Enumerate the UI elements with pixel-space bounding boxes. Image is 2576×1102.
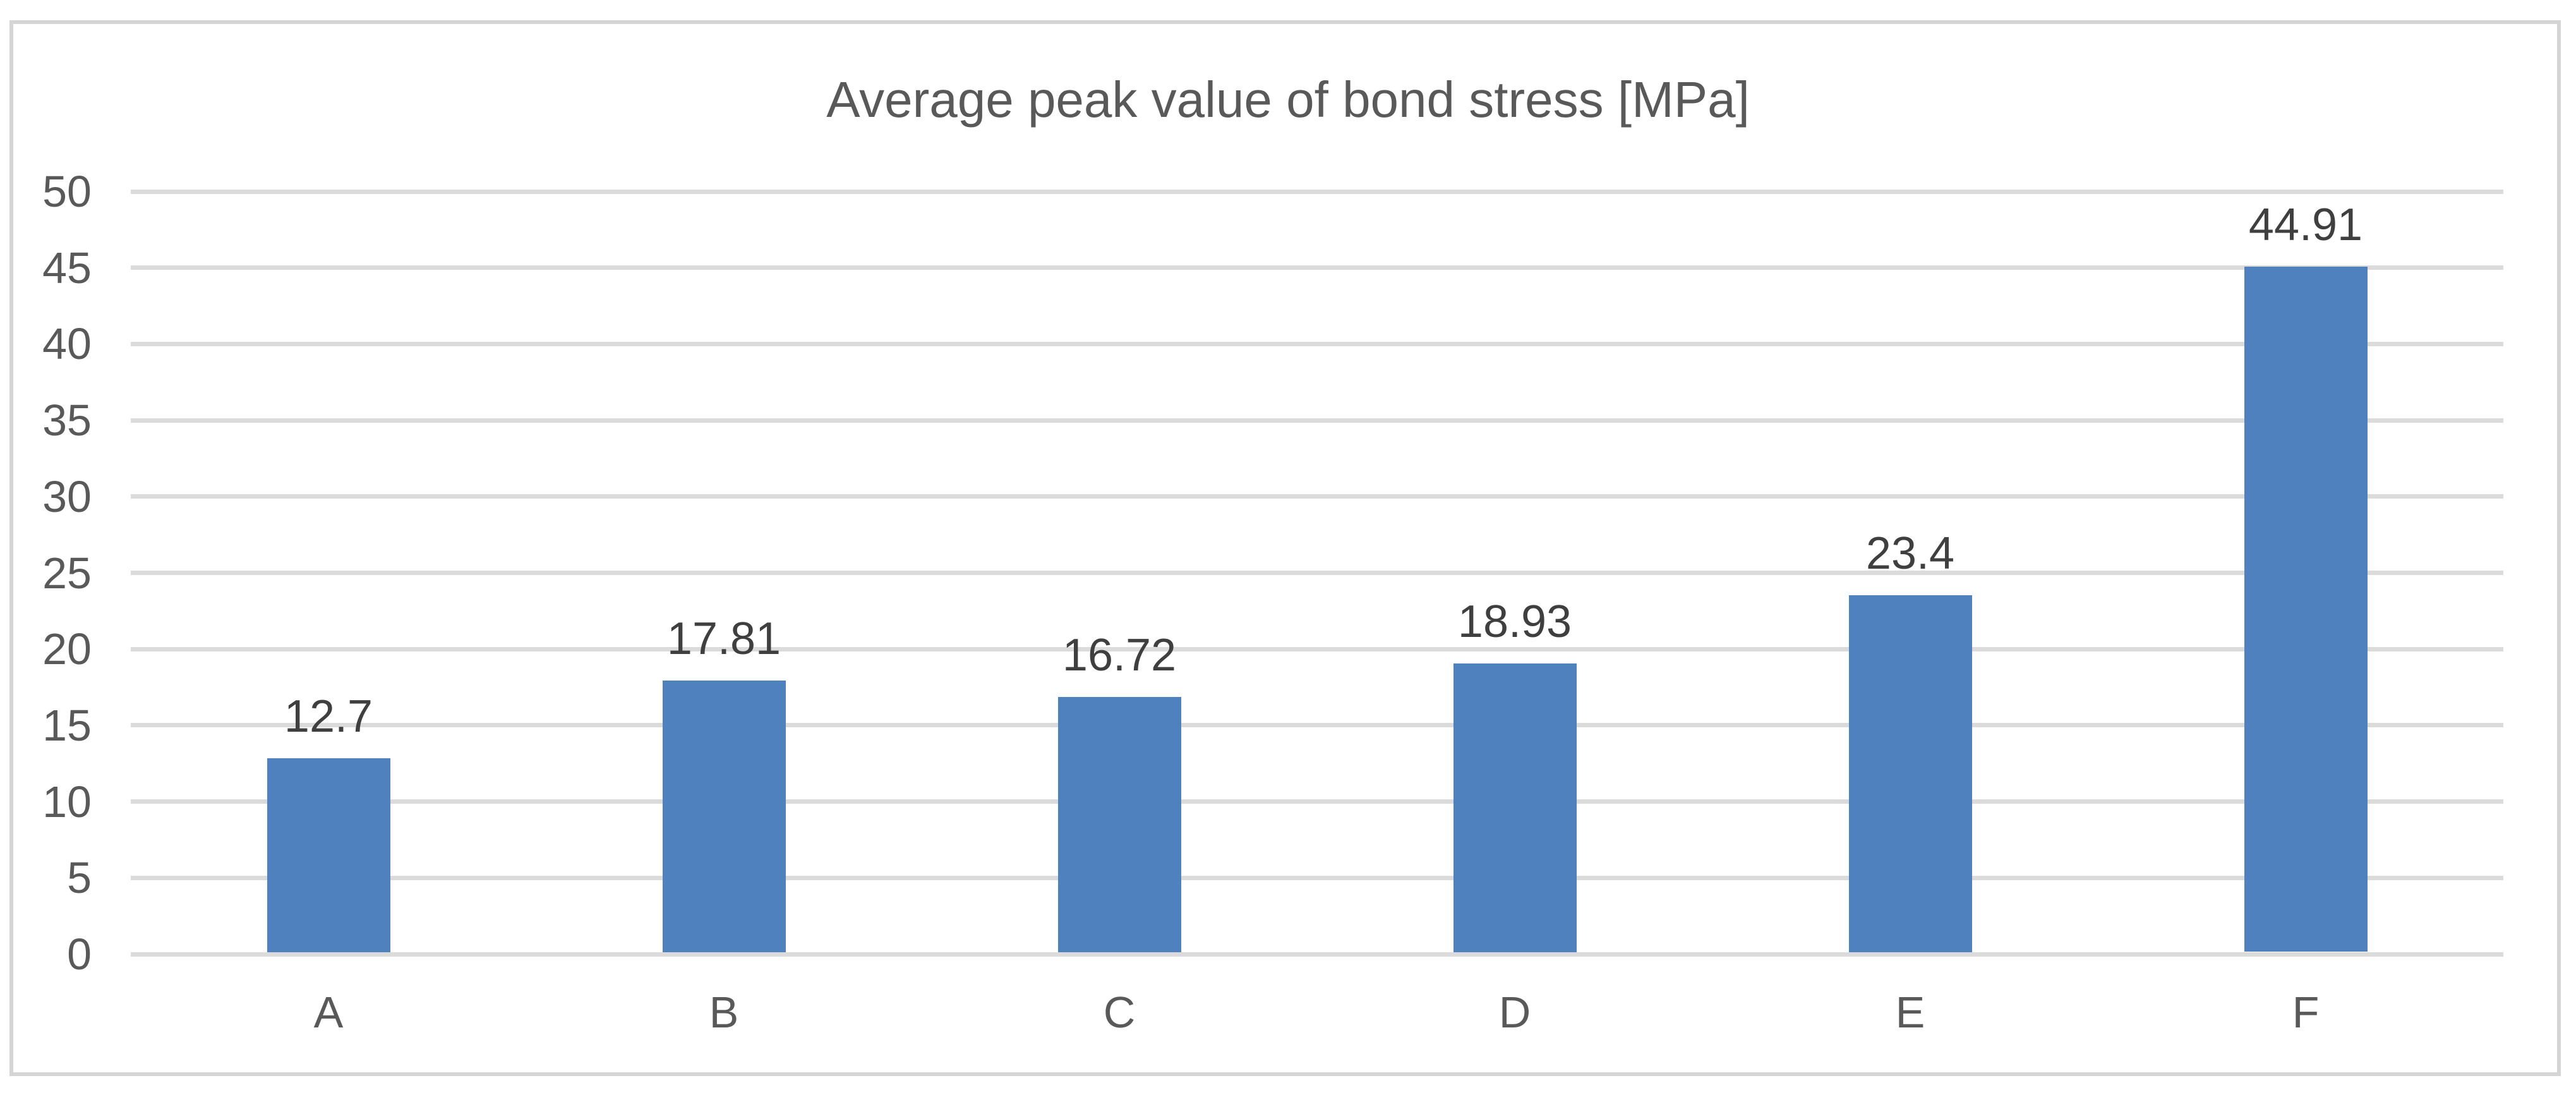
gridline-15 [131,723,2503,727]
data-label-D: 18.93 [1457,596,1572,647]
bar-A [267,758,390,952]
data-label-B: 17.81 [666,614,781,664]
y-tick-label-20: 20 [42,624,92,674]
bar-B [663,681,786,952]
gridline-50 [131,190,2503,194]
y-tick-label-5: 5 [67,853,92,902]
y-tick-label-40: 40 [42,319,92,368]
data-label-E: 23.4 [1865,528,1955,579]
x-axis-line [131,952,2503,957]
gridline-40 [131,342,2503,346]
gridline-25 [131,571,2503,575]
x-category-label-D: D [1498,988,1531,1037]
data-label-A: 12.7 [284,691,373,742]
gridline-35 [131,418,2503,423]
y-tick-label-35: 35 [42,396,92,445]
x-category-label-C: C [1103,988,1136,1037]
x-category-label-B: B [709,988,739,1037]
x-category-label-A: A [313,988,344,1037]
gridline-10 [131,799,2503,804]
gridline-45 [131,265,2503,270]
gridline-30 [131,494,2503,499]
y-tick-label-30: 30 [42,472,92,521]
bar-F [2244,267,2368,952]
bar-E [1849,595,1972,952]
data-label-C: 16.72 [1062,630,1177,681]
x-category-label-E: E [1895,988,1925,1037]
y-tick-label-25: 25 [42,548,92,598]
bar-D [1454,663,1577,952]
gridline-5 [131,876,2503,880]
y-tick-label-45: 45 [42,243,92,293]
y-tick-label-0: 0 [67,929,92,979]
gridline-20 [131,647,2503,651]
data-label-F: 44.91 [2248,200,2363,250]
y-tick-label-50: 50 [42,167,92,216]
chart-border [9,20,2561,1076]
chart-title: Average peak value of bond stress [MPa] [826,71,1750,128]
bar-C [1058,697,1181,952]
x-category-label-F: F [2292,988,2320,1037]
y-tick-label-10: 10 [42,777,92,826]
y-tick-label-15: 15 [42,701,92,750]
